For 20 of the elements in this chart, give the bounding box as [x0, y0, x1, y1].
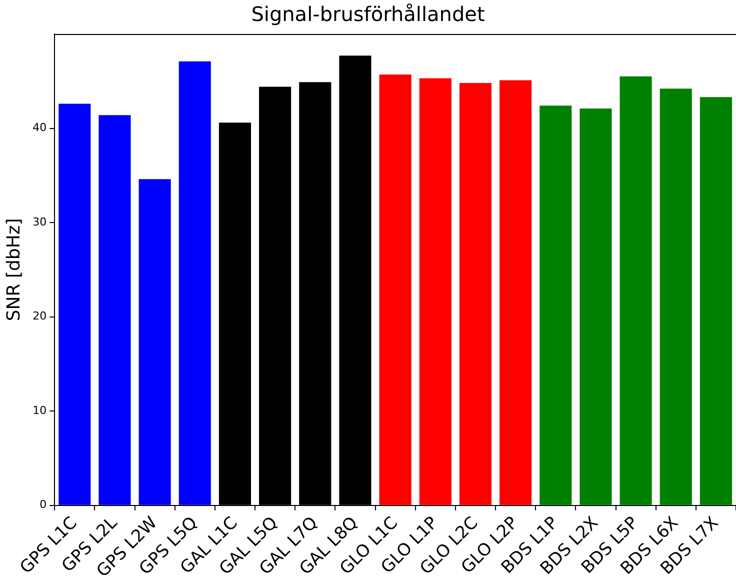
bar	[58, 104, 91, 505]
y-tick-label: 30	[32, 215, 47, 228]
bar	[580, 108, 612, 505]
bar	[620, 76, 652, 505]
chart-title: Signal-brusförhållandet	[251, 2, 485, 26]
bar	[500, 80, 532, 505]
bar	[138, 179, 171, 505]
bar	[660, 88, 692, 505]
y-tick-label: 10	[32, 404, 47, 417]
bar	[459, 83, 492, 505]
bar	[540, 106, 572, 505]
bar	[419, 78, 452, 505]
y-axis-title: SNR [dbHz]	[3, 218, 24, 322]
bar	[178, 61, 211, 505]
bar	[379, 74, 412, 505]
y-tick-label: 40	[32, 121, 47, 134]
bar	[98, 115, 131, 505]
y-tick-label: 20	[32, 310, 47, 323]
y-tick-label: 0	[40, 498, 47, 512]
bar	[700, 97, 732, 505]
